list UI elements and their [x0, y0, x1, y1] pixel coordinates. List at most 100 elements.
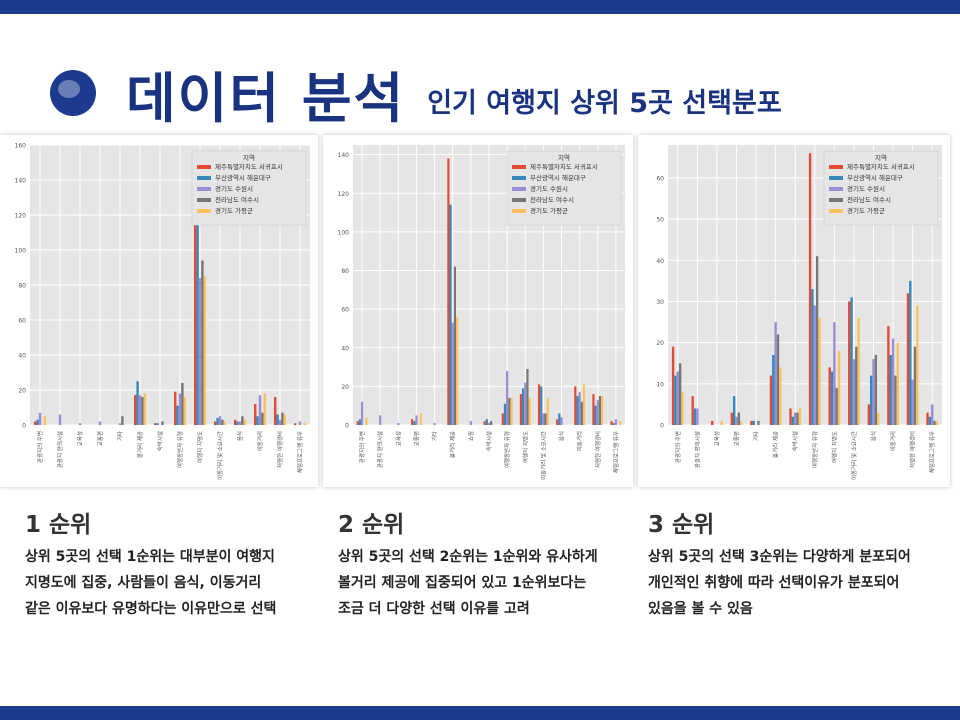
y-tick-label: 60 — [656, 175, 664, 182]
bar — [419, 413, 422, 425]
bar — [196, 181, 199, 425]
y-tick-label: 60 — [341, 307, 349, 314]
bar — [676, 371, 679, 425]
bar — [38, 412, 42, 425]
bar — [691, 396, 694, 425]
rank-description-1: 상위 5곳의 선택 1순위는 대부분이 여행지 지명도에 집중, 사람들이 음식… — [25, 544, 325, 622]
bar — [138, 395, 142, 425]
bar — [453, 266, 456, 425]
bar — [815, 256, 819, 425]
bar — [36, 419, 39, 425]
bar — [358, 419, 361, 425]
bar — [524, 382, 527, 425]
bar — [58, 414, 62, 425]
x-tick-label: 이동거리 — [256, 431, 264, 451]
legend-swatch — [197, 176, 211, 180]
x-tick-label: 이동거리 및 소요시간 — [850, 431, 858, 480]
bar — [490, 421, 493, 425]
x-tick-label: 교통편 — [412, 431, 420, 446]
rank-heading-1: 1 순위 — [25, 512, 92, 538]
bar — [598, 396, 602, 425]
bar — [356, 421, 359, 425]
legend-swatch — [197, 165, 211, 169]
bar — [451, 322, 454, 425]
legend-title: 지역 — [243, 153, 255, 162]
bar — [592, 394, 595, 425]
bar — [779, 367, 782, 425]
bar — [397, 423, 400, 425]
y-tick-label: 100 — [338, 229, 350, 236]
bar — [178, 393, 182, 425]
bar — [181, 383, 184, 425]
bar — [121, 416, 124, 425]
y-tick-label: 120 — [338, 191, 350, 198]
bar — [828, 367, 831, 425]
bar — [574, 386, 577, 425]
rank-description-2: 상위 5곳의 선택 2순위는 1순위와 유사하게 볼거리 제공에 집중되어 있고… — [338, 544, 638, 622]
bar — [580, 401, 583, 425]
bar — [365, 417, 368, 425]
bar — [896, 342, 899, 425]
bar — [283, 414, 286, 425]
bar — [791, 416, 795, 425]
legend-label: 전라남도 여수시 — [215, 195, 259, 204]
y-tick-label: 120 — [15, 213, 27, 220]
x-tick-label: 여행동반자 유형 — [503, 431, 511, 468]
rank-heading-2: 2 순위 — [338, 512, 405, 538]
bar — [818, 317, 821, 425]
x-tick-label: 기타 — [752, 431, 760, 441]
bar — [156, 423, 159, 425]
bar — [433, 423, 436, 425]
legend-swatch — [512, 176, 526, 180]
chart-svg-rank-3: 0 10 20 30 40 50 60 관광지의 주변 관광지 편의시설 교육성 교통편 기타 볼거리 … — [656, 145, 942, 480]
bar — [887, 326, 890, 425]
x-tick-label: 쇼핑 — [467, 431, 475, 441]
bar — [874, 355, 878, 425]
bar — [752, 420, 755, 425]
bar — [278, 419, 282, 425]
bar — [118, 423, 122, 425]
bar — [510, 397, 513, 425]
bar — [711, 420, 714, 425]
y-tick-label: 20 — [656, 340, 664, 347]
x-tick-label: 이동거리 및 소요시간 — [539, 431, 547, 480]
top-accent-bar — [0, 0, 960, 14]
bar — [449, 204, 452, 425]
bar — [933, 420, 936, 425]
legend-label: 경기도 가평군 — [215, 206, 253, 215]
bar — [98, 421, 102, 425]
bar — [737, 412, 741, 425]
page-subtitle: 인기 여행지 상위 5곳 선택분포 — [427, 87, 782, 119]
chart-rank-2: 0 20 40 60 80 100 120 140 관광지의 주변 관광지 편의시설 교육성 교통편 기… — [323, 135, 633, 487]
y-tick-label: 0 — [22, 423, 26, 430]
chart-svg-rank-2: 0 20 40 60 80 100 120 140 관광지의 주변 관광지 편의시설 교육성 교통편 기… — [338, 145, 625, 480]
x-tick-label: 이동거리 및 소요시간 — [216, 431, 224, 480]
bar — [506, 370, 509, 425]
bar — [852, 359, 856, 425]
bar — [913, 346, 917, 425]
bar — [544, 413, 547, 425]
y-tick-label: 140 — [15, 178, 27, 185]
legend-swatch — [197, 187, 211, 191]
bar — [542, 413, 545, 425]
bar — [894, 375, 897, 425]
legend-label: 제주특별자치도 서귀포시 — [215, 162, 283, 171]
x-tick-label: 교통편 — [733, 431, 741, 446]
desc-line: 지명도에 집중, 사람들이 음식, 이동거리 — [25, 575, 262, 591]
bar — [218, 416, 222, 425]
bar — [872, 359, 875, 425]
bar — [540, 386, 543, 425]
bar — [528, 397, 531, 425]
legend-swatch — [512, 165, 526, 169]
bar — [582, 384, 586, 425]
bar — [619, 421, 622, 425]
bar — [772, 355, 775, 425]
legend-swatch — [512, 209, 526, 213]
x-tick-label: 음식 — [870, 431, 878, 441]
x-tick-label: 관광지 편의시설 — [56, 431, 64, 468]
bar — [891, 338, 895, 425]
bar — [671, 346, 675, 425]
y-tick-label: 40 — [18, 353, 26, 360]
bar — [916, 305, 919, 425]
y-tick-label: 20 — [341, 384, 349, 391]
